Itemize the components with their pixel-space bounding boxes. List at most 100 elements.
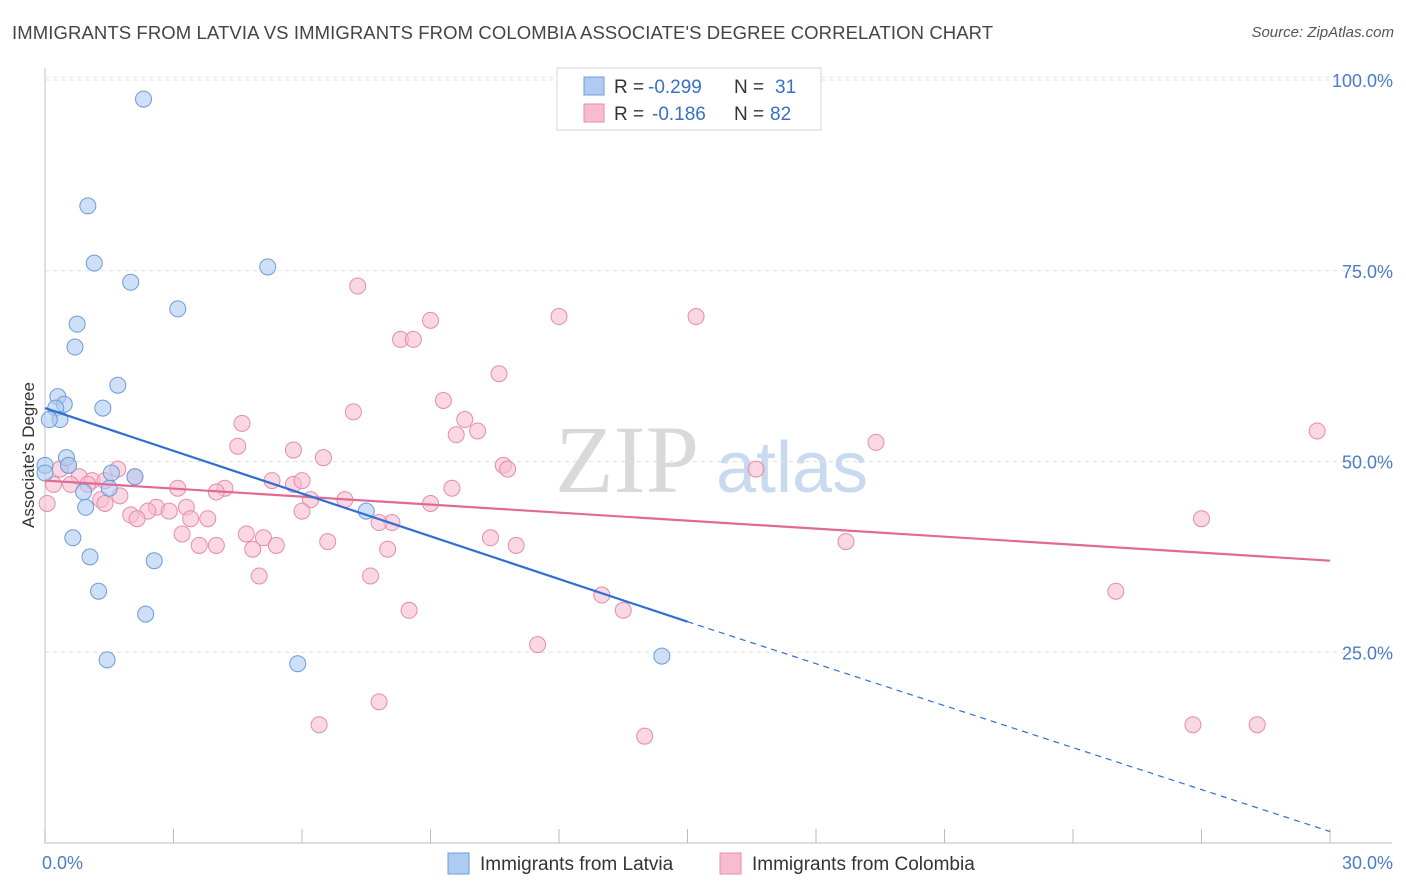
latvia-point [81, 548, 99, 566]
colombia-point [747, 460, 765, 478]
colombia-point [267, 536, 285, 554]
latvia-point [259, 258, 277, 276]
bottom-legend-label-colombia: Immigrants from Colombia [752, 854, 975, 875]
gridlines [45, 76, 1392, 653]
latvia-point [68, 315, 86, 333]
bottom-legend-swatch-colombia [719, 852, 742, 875]
latvia-point [36, 464, 54, 482]
colombia-point [96, 494, 114, 512]
latvia-point [100, 479, 118, 497]
colombia-point [550, 308, 568, 326]
colombia-point [481, 529, 499, 547]
colombia-point [207, 536, 225, 554]
colombia-point [687, 308, 705, 326]
latvia-point [75, 483, 93, 501]
colombia-point [1248, 716, 1266, 734]
colombia-point [319, 533, 337, 551]
legend-n-value-latvia: 31 [775, 77, 796, 98]
legend-r-label-latvia: R = [614, 77, 644, 98]
x-tick-labels: 0.0% 30.0% [42, 853, 1393, 873]
colombia-point [62, 475, 80, 493]
colombia-point [837, 533, 855, 551]
colombia-point [400, 601, 418, 619]
colombia-point [379, 540, 397, 558]
colombia-point [344, 403, 362, 421]
latvia-point [77, 498, 95, 516]
colombia-point [244, 540, 262, 558]
legend-series: Immigrants from Latvia Immigrants from C… [447, 852, 975, 875]
colombia-point [434, 391, 452, 409]
colombia-point [422, 311, 439, 329]
colombia-point [1184, 716, 1202, 734]
legend-r-label-colombia: R = [614, 104, 644, 125]
colombia-point [293, 502, 311, 520]
latvia-point [289, 655, 307, 673]
y-tick-label: 75.0% [1342, 262, 1393, 282]
trend-line-latvia-extension [687, 621, 1331, 833]
legend-swatch-latvia [583, 76, 605, 96]
y-axis-label: Associate's Degree [19, 382, 38, 528]
latvia-point [94, 399, 112, 417]
latvia-point [137, 605, 155, 623]
colombia-point [404, 330, 422, 348]
latvia-point [145, 552, 163, 570]
trend-line-latvia [44, 407, 688, 623]
latvia-point [79, 197, 97, 215]
latvia-point [102, 464, 120, 482]
colombia-point [529, 636, 547, 654]
colombia-point [314, 449, 332, 467]
bottom-legend-label-latvia: Immigrants from Latvia [480, 854, 674, 875]
latvia-point [85, 254, 103, 272]
y-tick-labels: 25.0% 50.0% 75.0% 100.0% [1332, 71, 1393, 663]
chart-title: IMMIGRANTS FROM LATVIA VS IMMIGRANTS FRO… [12, 22, 994, 43]
colombia-point [38, 494, 56, 512]
colombia-point [507, 536, 525, 554]
colombia-point [173, 525, 191, 543]
latvia-point [40, 411, 58, 429]
colombia-point [284, 441, 302, 459]
colombia-point [237, 525, 255, 543]
colombia-point [128, 510, 146, 528]
axes [44, 68, 1392, 844]
colombia-point [233, 414, 251, 432]
y-tick-label: 100.0% [1332, 71, 1393, 91]
latvia-point [169, 300, 187, 318]
legend-r-value-latvia: -0.299 [648, 77, 702, 98]
colombia-point [443, 479, 461, 497]
colombia-point [1308, 422, 1326, 440]
colombia-point [190, 536, 208, 554]
colombia-point [490, 365, 508, 383]
latvia-point [64, 529, 82, 547]
colombia-point [349, 277, 367, 295]
x-tick-label: 0.0% [42, 853, 83, 873]
watermark-zip: ZIP [555, 406, 699, 513]
latvia-points [36, 90, 671, 673]
colombia-point [447, 426, 465, 444]
latvia-point [653, 647, 671, 665]
colombia-point [370, 693, 388, 711]
colombia-point [160, 502, 178, 520]
trend-line-colombia [44, 479, 1331, 562]
colombia-point [614, 601, 632, 619]
latvia-point [135, 90, 153, 108]
y-tick-label: 25.0% [1342, 643, 1393, 663]
legend-n-value-colombia: 82 [770, 104, 791, 125]
x-tick-label: 30.0% [1342, 853, 1393, 873]
legend-swatch-colombia [583, 103, 605, 123]
colombia-point [1107, 582, 1125, 600]
colombia-point [250, 567, 268, 585]
colombia-point [867, 433, 885, 451]
colombia-point [636, 727, 654, 745]
latvia-point [126, 468, 144, 486]
latvia-point [98, 651, 116, 669]
colombia-point [499, 460, 517, 478]
source-credit: Source: ZipAtlas.com [1251, 24, 1394, 41]
trend-lines [44, 407, 1331, 833]
watermark: ZIP atlas [555, 406, 868, 513]
y-tick-label: 50.0% [1342, 453, 1393, 473]
latvia-point [66, 338, 84, 356]
legend-n-label-latvia: N = [734, 77, 764, 98]
watermark-atlas: atlas [716, 428, 868, 508]
colombia-point [199, 510, 217, 528]
